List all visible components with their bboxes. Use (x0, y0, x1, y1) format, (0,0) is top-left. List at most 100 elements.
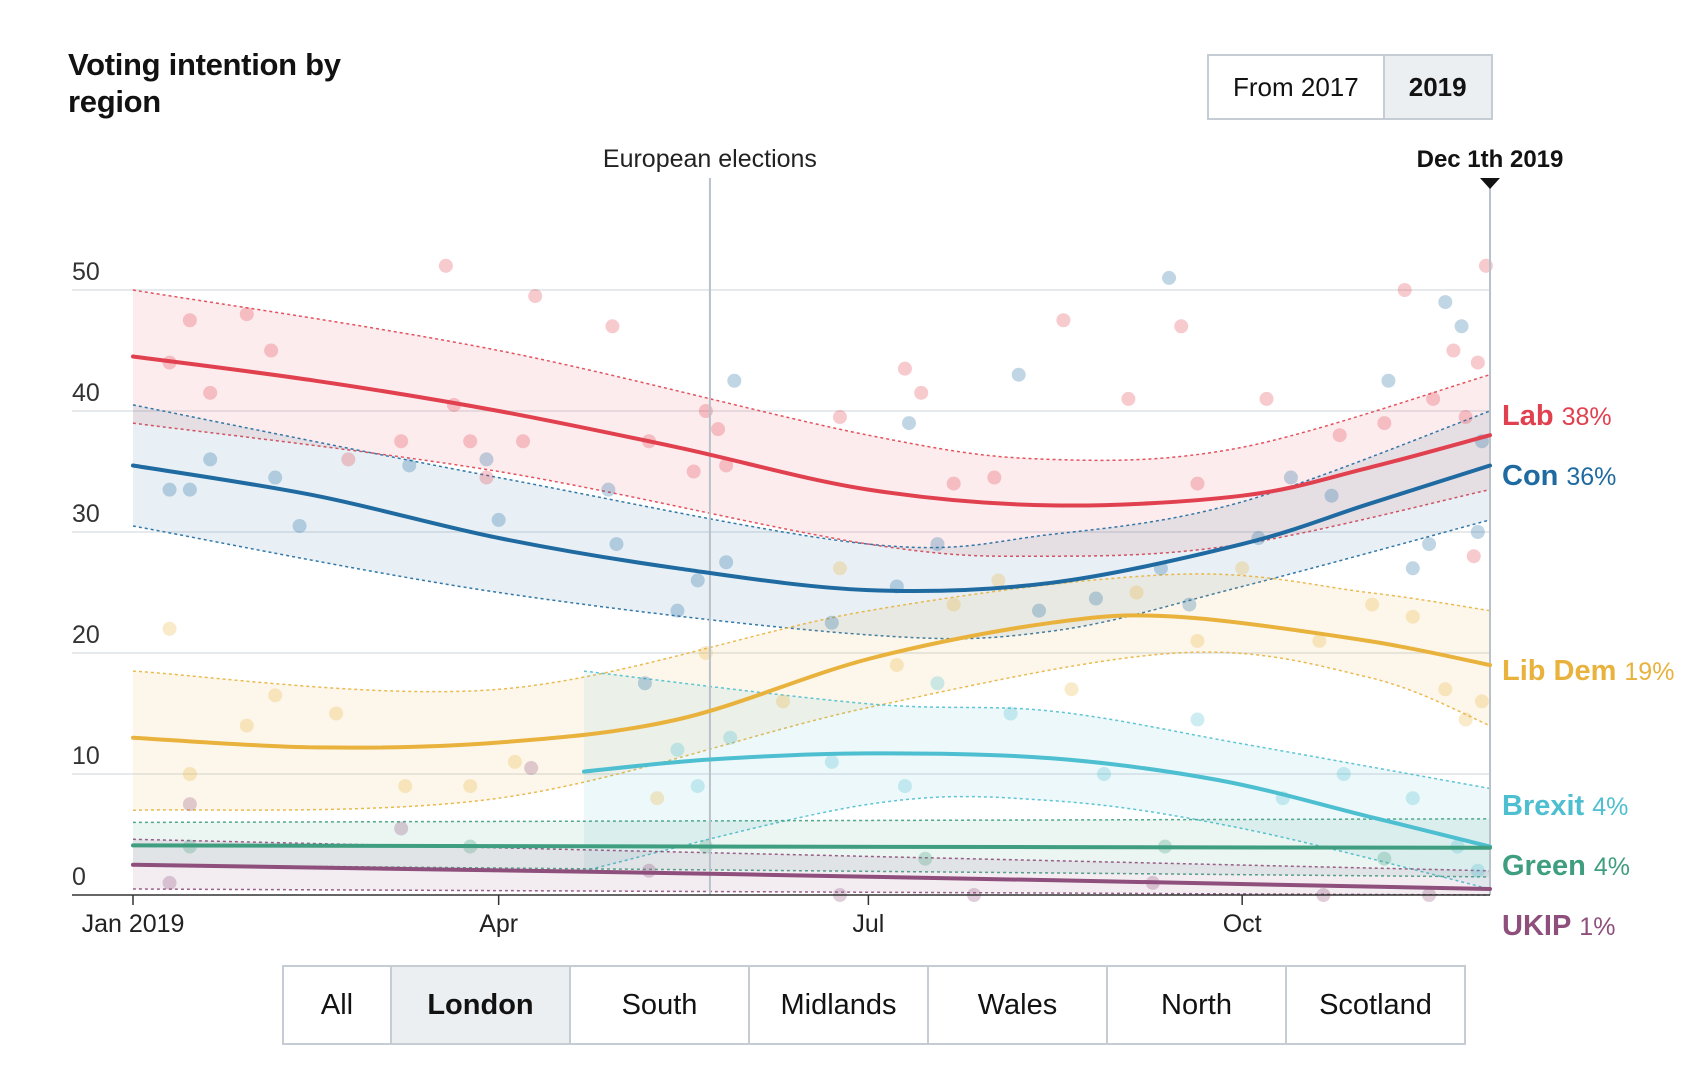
poll-dot-con (402, 458, 417, 473)
poll-dot-lab (479, 470, 494, 485)
poll-dot-lab (463, 434, 478, 449)
axes: 0 10 20 30 40 50 Jan 2019 Apr Jul Oct (72, 258, 1490, 938)
x-tick-label: Jan 2019 (82, 910, 185, 938)
poll-dot-lib-dem (832, 561, 847, 576)
series-label-ukip: UKIP 1% (1502, 910, 1615, 942)
poll-dot-lib-dem (507, 754, 522, 769)
poll-dot-con (1454, 319, 1469, 334)
poll-dot-brexit (824, 754, 839, 769)
poll-dot-con (902, 416, 917, 431)
poll-dot-lib-dem (1438, 682, 1453, 697)
poll-dot-ukip (182, 797, 197, 812)
poll-dot-lab (1056, 313, 1071, 328)
current-date-label: Dec 1th 2019 (1417, 146, 1564, 173)
trend-line-ukip (131, 862, 1492, 891)
poll-dot-lib-dem (650, 791, 665, 806)
region-tab-scotland[interactable]: Scotland (1285, 967, 1464, 1043)
confidence-bands (132, 289, 1491, 896)
series-label-con: Con 36% (1502, 460, 1616, 492)
poll-dot-lab (946, 476, 961, 491)
poll-dot-con (162, 482, 177, 497)
poll-dot-lab (182, 313, 197, 328)
poll-dot-con (824, 615, 839, 630)
poll-dot-con (203, 452, 218, 467)
band-upper-ukip (132, 838, 1491, 872)
poll-dot-lab (1377, 416, 1392, 431)
y-tick-label: 10 (72, 742, 100, 770)
poll-dot-lab (1470, 355, 1485, 370)
poll-dot-con (670, 603, 685, 618)
period-option-from-2017[interactable]: From 2017 (1209, 56, 1383, 118)
poll-dot-brexit (897, 779, 912, 794)
poll-dot-green (918, 851, 933, 866)
region-tab-midlands[interactable]: Midlands (748, 967, 927, 1043)
poll-dot-lib-dem (1235, 561, 1250, 576)
poll-dot-con (601, 482, 616, 497)
poll-dot-lib-dem (946, 597, 961, 612)
poll-dot-lib-dem (1458, 712, 1473, 727)
band-upper-lab (132, 289, 1491, 462)
poll-dot-con (292, 518, 307, 533)
poll-dot-brexit (1405, 791, 1420, 806)
poll-dot-lab (239, 307, 254, 322)
series-labels: Lab 38% Con 36% Lib Dem 19% Brexit 4% Green 4% UKI… (1502, 400, 1674, 942)
poll-dot-lib-dem (776, 694, 791, 709)
poll-dot-lib-dem (239, 718, 254, 733)
poll-dot-brexit (723, 730, 738, 745)
band-brexit (584, 671, 1490, 889)
y-tick-label: 40 (72, 379, 100, 407)
poll-dot-con (1283, 470, 1298, 485)
poll-dot-lab (1332, 428, 1347, 443)
poll-dot-brexit (1336, 767, 1351, 781)
poll-dot-lib-dem (329, 706, 344, 721)
poll-dot-brexit (690, 779, 705, 794)
region-tab-south[interactable]: South (569, 967, 748, 1043)
poll-dot-lab (394, 434, 409, 449)
poll-dot-con (609, 537, 624, 552)
poll-dot-con (637, 676, 652, 691)
trend-line-lib-dem (131, 613, 1492, 750)
poll-dot-lab (914, 385, 929, 400)
poll-dot-lab (1426, 391, 1441, 406)
poll-dot-con (491, 512, 506, 527)
band-upper-brexit (583, 670, 1491, 790)
region-tab-london[interactable]: London (390, 967, 569, 1043)
trend-lines (131, 354, 1492, 891)
trend-line-con (131, 463, 1492, 594)
poll-dot-lib-dem (1365, 597, 1380, 612)
period-option-2019[interactable]: 2019 (1382, 56, 1491, 118)
poll-dot-lib-dem (1405, 609, 1420, 624)
poll-dot-con (1470, 525, 1485, 539)
poll-dot-lab (203, 385, 218, 400)
poll-dot-lab (1466, 549, 1481, 564)
poll-dot-con (1438, 295, 1453, 310)
poll-dot-con (1381, 373, 1396, 388)
poll-dot-lab (528, 289, 543, 304)
x-tick-label: Oct (1223, 910, 1262, 938)
poll-dot-brexit (670, 742, 685, 757)
series-label-lab: Lab 38% (1502, 400, 1612, 432)
poll-dot-brexit (1003, 706, 1018, 721)
poll-dot-ukip (162, 875, 177, 890)
chart-title: Voting intention by region (68, 47, 341, 119)
region-tab-all[interactable]: All (284, 967, 390, 1043)
poll-dot-con (1088, 591, 1103, 606)
poll-dot-brexit (1097, 767, 1112, 781)
poll-dot-green (1377, 851, 1392, 866)
poll-dot-lab (897, 361, 912, 376)
poll-dot-con (1182, 597, 1197, 612)
poll-dot-con (719, 555, 734, 570)
region-tab-north[interactable]: North (1106, 967, 1285, 1043)
poll-dot-lib-dem (162, 621, 177, 636)
poll-dot-lib-dem (398, 779, 413, 794)
region-tab-wales[interactable]: Wales (927, 967, 1106, 1043)
poll-dot-lab (1397, 283, 1412, 297)
series-label-green: Green 4% (1502, 850, 1630, 882)
poll-dot-lib-dem (1474, 694, 1489, 709)
gridlines (72, 289, 1490, 775)
poll-dot-lab (438, 258, 453, 273)
poll-dot-con (268, 470, 283, 485)
poll-dot-lab (264, 343, 279, 358)
poll-dot-con (1324, 488, 1339, 503)
y-tick-label: 20 (72, 621, 100, 649)
